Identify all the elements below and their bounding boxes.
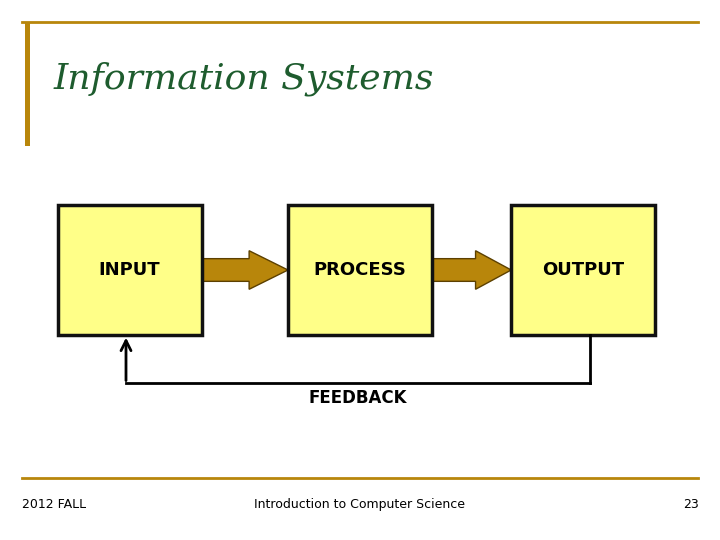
- Text: 23: 23: [683, 498, 698, 511]
- FancyArrow shape: [432, 251, 511, 289]
- FancyArrow shape: [202, 251, 288, 289]
- Text: Introduction to Computer Science: Introduction to Computer Science: [254, 498, 466, 511]
- Text: PROCESS: PROCESS: [314, 261, 406, 279]
- Text: Information Systems: Information Systems: [54, 61, 434, 96]
- Bar: [58, 205, 202, 335]
- Text: OUTPUT: OUTPUT: [542, 261, 624, 279]
- Bar: [25, 22, 30, 146]
- Bar: [511, 205, 655, 335]
- Bar: [288, 205, 432, 335]
- Text: 2012 FALL: 2012 FALL: [22, 498, 86, 511]
- Text: FEEDBACK: FEEDBACK: [309, 389, 408, 407]
- Text: INPUT: INPUT: [99, 261, 161, 279]
